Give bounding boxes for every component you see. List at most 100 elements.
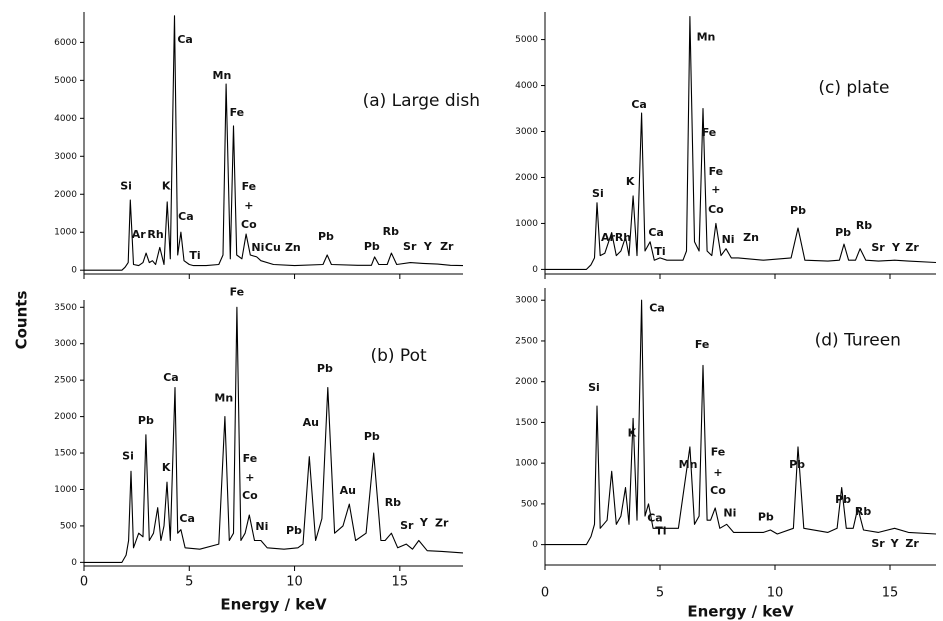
y-tick-label: 4000 — [54, 114, 77, 124]
peak-label: Au — [340, 484, 356, 497]
x-tick-label: 10 — [286, 575, 303, 590]
peak-label: Ca — [178, 210, 194, 223]
peak-label: Pb — [758, 511, 774, 524]
panel-title: (d) Tureen — [815, 331, 901, 351]
peak-label: Ca — [631, 98, 647, 111]
panel-title: (c) plate — [818, 78, 889, 98]
peak-label: Sr — [871, 241, 885, 254]
x-tick-label: 10 — [767, 586, 784, 601]
panel-title: (a) Large dish — [363, 91, 480, 111]
y-tick-label: 0 — [71, 266, 77, 276]
peak-label: Pb — [364, 430, 380, 443]
x-axis-label: Energy / keV — [220, 596, 327, 614]
y-tick-label: 2000 — [515, 377, 538, 387]
y-tick-label: 3000 — [54, 152, 77, 162]
peak-label: Pb — [317, 362, 333, 375]
peak-label: Mn — [697, 31, 716, 44]
peak-label: Sr — [871, 537, 885, 550]
x-tick-label: 0 — [80, 575, 88, 590]
y-tick-label: 500 — [60, 521, 77, 531]
peak-label: Fe — [711, 446, 726, 459]
y-tick-label: 0 — [71, 558, 77, 568]
y-tick-label: 1000 — [515, 459, 538, 469]
y-tick-label: 6000 — [54, 38, 77, 48]
peak-label: Y — [891, 241, 901, 254]
y-tick-label: 0 — [532, 540, 538, 550]
peak-label: Sr — [403, 240, 417, 253]
y-tick-label: 3000 — [54, 339, 77, 349]
peak-label: Ar — [601, 231, 616, 244]
peak-label: Mn — [679, 458, 698, 471]
spectrum-line — [545, 16, 937, 270]
peak-label: Rh — [615, 231, 631, 244]
spectrum-line — [84, 306, 464, 563]
y-tick-label: 1500 — [54, 449, 77, 459]
y-tick-label: 5000 — [54, 76, 77, 86]
spectrum-line — [545, 299, 937, 546]
y-tick-label: 1500 — [515, 418, 538, 428]
peak-label: Ca — [177, 33, 193, 46]
peak-label: Fe — [230, 106, 245, 119]
peak-label: Sr — [400, 519, 414, 532]
peak-label: Ni — [251, 241, 264, 254]
peak-label: Rb — [383, 225, 399, 238]
y-tick-label: 1000 — [515, 219, 538, 229]
peak-label: + — [244, 199, 253, 212]
x-tick-label: 15 — [392, 575, 409, 590]
y-tick-label: 500 — [521, 499, 538, 509]
peak-label: K — [162, 180, 171, 193]
peak-label: Si — [122, 450, 134, 463]
x-tick-label: 15 — [882, 586, 899, 601]
peak-label: Co — [241, 218, 257, 231]
y-tick-label: 2000 — [515, 173, 538, 183]
peak-label: K — [162, 461, 171, 474]
peak-label: Ca — [163, 371, 179, 384]
y-tick-label: 3000 — [515, 296, 538, 306]
peak-label: Fe — [695, 338, 710, 351]
peak-label: Fe — [702, 126, 717, 139]
peak-label: Pb — [835, 493, 851, 506]
peak-label: Pb — [138, 414, 154, 427]
peak-label: K — [628, 426, 637, 439]
peak-label: Zn — [285, 241, 301, 254]
y-tick-label: 4000 — [515, 81, 538, 91]
peak-label: Co — [708, 203, 724, 216]
peak-label: + — [245, 471, 254, 484]
peak-label: K — [626, 175, 635, 188]
peak-label: Rb — [385, 496, 401, 509]
peak-label: Au — [303, 416, 319, 429]
peak-label: Fe — [242, 180, 257, 193]
peak-label: Si — [120, 180, 132, 193]
peak-label: Ni — [723, 507, 736, 520]
peak-label: Ca — [649, 301, 665, 314]
y-tick-label: 1000 — [54, 228, 77, 238]
peak-label: Si — [592, 187, 604, 200]
peak-label: Si — [588, 381, 600, 394]
y-axis-label: Counts — [13, 291, 31, 350]
peak-label: Cu — [265, 241, 281, 254]
peak-label: Y — [423, 240, 433, 253]
y-tick-label: 3000 — [515, 127, 538, 137]
peak-label: Pb — [364, 240, 380, 253]
x-tick-label: 0 — [541, 586, 549, 601]
peak-label: Ni — [255, 520, 268, 533]
spectrum-line — [84, 15, 464, 271]
y-tick-label: 0 — [532, 265, 538, 275]
peak-label: Y — [419, 516, 429, 529]
peak-label: Pb — [286, 524, 302, 537]
y-tick-label: 3500 — [54, 303, 77, 313]
peak-label: Rb — [855, 505, 871, 518]
peak-label: Fe — [230, 286, 245, 299]
peak-label: Ti — [189, 249, 200, 262]
peak-label: Ti — [654, 245, 665, 258]
y-tick-label: 1000 — [54, 485, 77, 495]
peak-label: Y — [890, 537, 900, 550]
peak-label: Ca — [179, 512, 195, 525]
peak-label: Mn — [214, 391, 233, 404]
peak-label: Rh — [147, 228, 163, 241]
y-tick-label: 2500 — [54, 376, 77, 386]
peak-label: Zn — [743, 231, 759, 244]
peak-label: Co — [242, 489, 258, 502]
peak-label: Co — [710, 484, 726, 497]
